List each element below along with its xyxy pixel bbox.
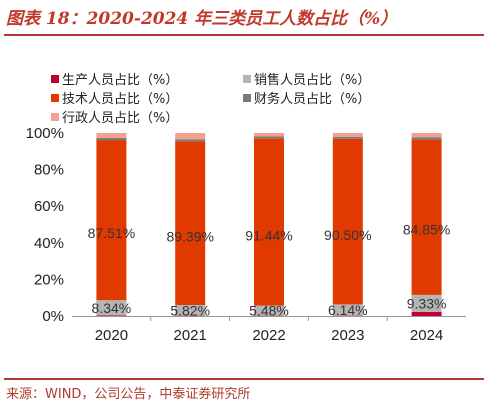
legend-swatch-admin [51, 113, 59, 121]
bar-segment-finance [411, 137, 442, 140]
bar-segment-technical [96, 140, 127, 301]
legend-swatch-technical [51, 94, 59, 102]
data-label-technical: 89.39% [166, 228, 213, 244]
y-tick-label: 40% [34, 235, 64, 252]
data-label-technical: 84.85% [403, 222, 450, 238]
data-label-sales: 6.14% [328, 302, 368, 318]
bar-segment-technical [254, 138, 284, 306]
bar-segment-admin [254, 133, 284, 137]
data-label-sales: 9.33% [407, 295, 447, 311]
bar-segment-technical [175, 141, 206, 305]
chart-title: 图表 18：2020-2024 年三类员工人数占比（%） [6, 9, 398, 29]
legend-label-admin: 行政人员占比（%） [62, 111, 178, 126]
legend-label-technical: 技术人员占比（%） [62, 92, 178, 107]
bar-segment-production [96, 315, 127, 316]
data-label-sales: 5.48% [249, 303, 289, 319]
legend-label-sales: 销售人员占比（%） [254, 72, 370, 88]
bar-segment-finance [332, 136, 363, 139]
bar-segment-production [411, 311, 442, 316]
data-label-sales: 8.34% [92, 300, 132, 316]
bar-segment-sales [175, 304, 206, 316]
legend-label-finance: 财务人员占比（%） [254, 91, 370, 107]
bar-segment-finance [96, 137, 127, 141]
bar-segment-technical [411, 139, 442, 295]
y-tick-label: 80% [34, 162, 64, 179]
data-label-sales: 5.82% [170, 302, 210, 318]
data-label-technical: 87.51% [88, 225, 135, 241]
x-tick-label: 2024 [410, 327, 443, 344]
bar-segment-finance [175, 139, 206, 142]
bar-segment-admin [332, 133, 363, 137]
bar-segment-technical [332, 138, 363, 305]
y-tick-label: 0% [42, 308, 64, 325]
bar-segment-admin [175, 133, 206, 140]
y-tick-label: 20% [34, 271, 64, 288]
x-tick-label: 2022 [252, 327, 285, 344]
legend-swatch-sales [243, 75, 251, 83]
bar-segment-admin [411, 133, 442, 138]
data-label-technical: 91.44% [245, 227, 292, 243]
source-divider [4, 378, 484, 380]
bar-segment-admin [96, 133, 127, 138]
bar-segment-sales [96, 300, 127, 316]
bar-segment-sales [332, 304, 363, 316]
x-tick-label: 2023 [331, 327, 364, 344]
legend-label-production: 生产人员占比（%） [62, 73, 178, 88]
legend-swatch-finance [243, 94, 251, 102]
data-label-technical: 90.50% [324, 227, 371, 243]
bar-segment-sales [254, 305, 284, 316]
x-tick-label: 2021 [174, 327, 207, 344]
y-tick-label: 60% [34, 198, 64, 215]
bar-segment-sales [411, 294, 442, 312]
x-tick-label: 2020 [95, 327, 128, 344]
y-tick-label: 100% [26, 125, 64, 142]
title-divider [4, 34, 484, 36]
legend-swatch-production [51, 75, 59, 83]
bar-segment-finance [254, 136, 284, 139]
source-note: 来源：WIND，公司公告，中泰证券研究所 [6, 387, 251, 402]
